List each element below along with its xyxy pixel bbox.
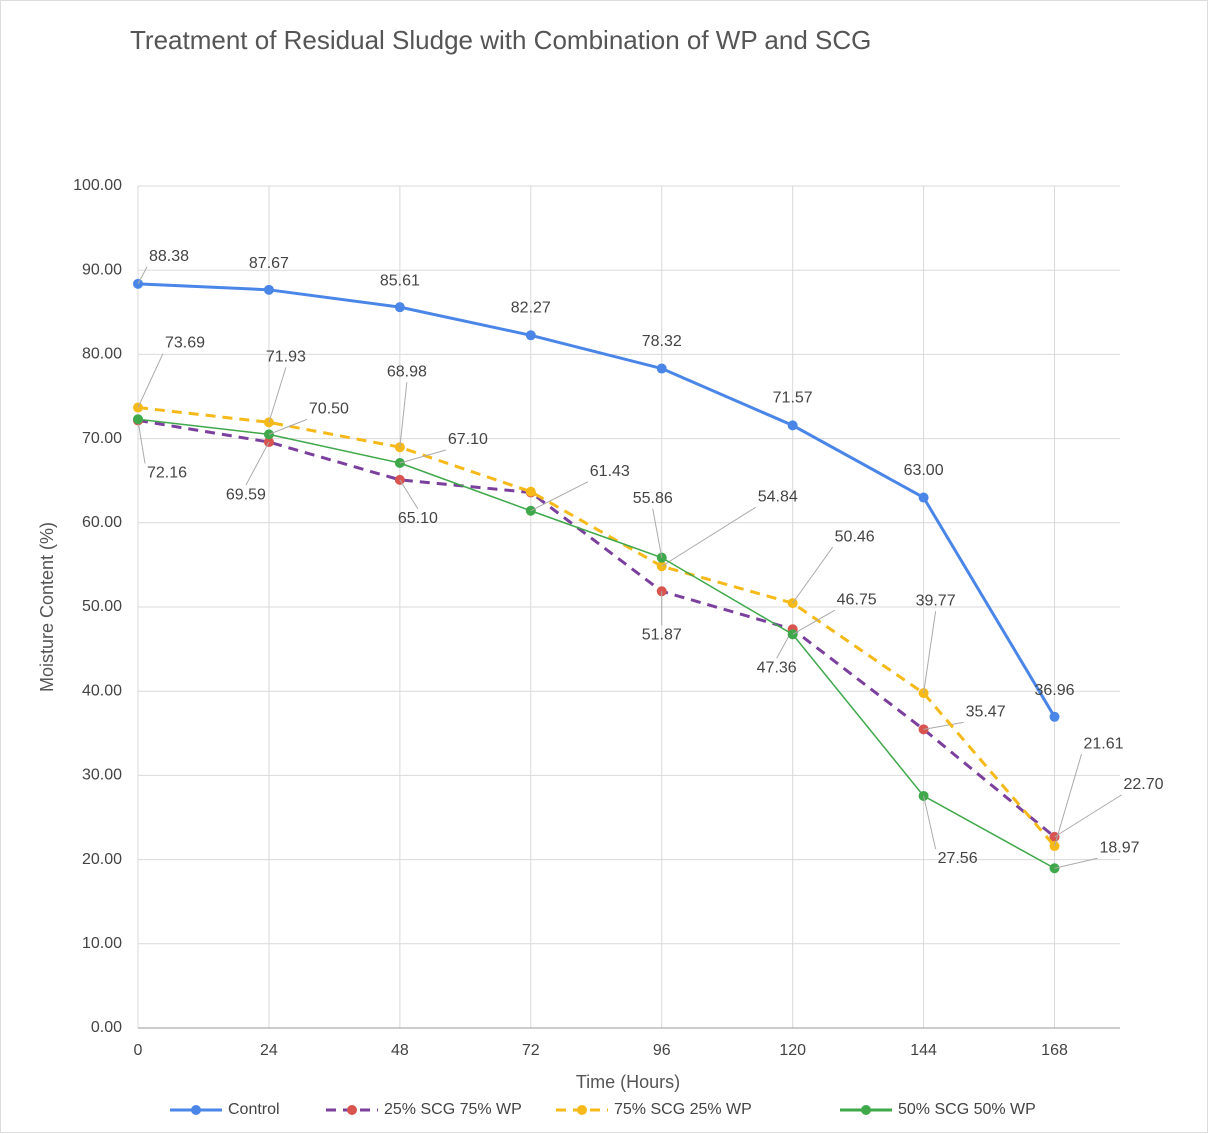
x-tick-label: 144 [910, 1042, 937, 1059]
legend-label: 75% SCG 25% WP [614, 1101, 752, 1118]
x-tick-label: 72 [522, 1042, 540, 1059]
y-tick-label: 30.00 [82, 767, 122, 784]
data-point [1049, 711, 1060, 722]
series: 72.16 69.59 65.10 51.87 47.36 35.47 22.70 [133, 415, 1164, 842]
data-label: 70.50 [309, 401, 349, 418]
y-axis-label: Moisture Content (%) [37, 522, 57, 692]
data-label: 61.43 [590, 463, 630, 480]
leader-line [137, 266, 148, 285]
data-label: 63.00 [904, 462, 944, 479]
series: 73.69 71.93 68.98 54.84 50.46 39.77 21.61 [133, 335, 1124, 852]
y-tick-label: 10.00 [82, 935, 122, 952]
leader-line [1054, 794, 1122, 838]
data-point [133, 414, 143, 425]
y-tick-label: 40.00 [82, 682, 122, 699]
leader-line [1054, 753, 1083, 847]
data-label: 47.36 [757, 659, 797, 676]
data-label: 54.84 [758, 488, 798, 505]
x-tick-label: 120 [779, 1042, 806, 1059]
data-label: 65.10 [398, 510, 438, 527]
x-tick-label: 168 [1041, 1042, 1068, 1059]
data-label: 46.75 [837, 592, 877, 609]
chart-title: Treatment of Residual Sludge with Combin… [130, 25, 871, 55]
y-tick-label: 20.00 [82, 851, 122, 868]
data-point [918, 492, 929, 503]
series-line [137, 406, 1056, 848]
leader-line [268, 418, 308, 435]
data-label: 67.10 [448, 431, 488, 448]
y-tick-label: 90.00 [82, 261, 122, 278]
data-label: 35.47 [966, 704, 1006, 721]
data-label: 71.57 [773, 390, 813, 407]
data-point [656, 363, 667, 374]
leader-line [399, 382, 408, 448]
x-tick-label: 24 [260, 1042, 278, 1059]
leader-line [661, 506, 756, 567]
data-label: 51.87 [642, 626, 682, 643]
x-tick-label: 0 [134, 1042, 143, 1059]
leader-line [137, 420, 146, 464]
x-tick-label: 96 [653, 1042, 671, 1059]
data-point [525, 330, 536, 341]
y-tick-label: 80.00 [82, 346, 122, 363]
data-point [787, 420, 798, 431]
series: 88.38 87.67 85.61 82.27 78.32 71.57 63.00 36.96 [133, 248, 1075, 722]
data-label: 18.97 [1100, 839, 1140, 856]
leader-line [1054, 857, 1098, 869]
data-label: 22.70 [1124, 776, 1164, 793]
legend-marker [861, 1105, 871, 1115]
data-label: 73.69 [165, 335, 205, 352]
leader-line [399, 449, 447, 464]
leader-line [792, 609, 835, 635]
legend-label: Control [228, 1101, 280, 1118]
legend-label: 25% SCG 75% WP [384, 1101, 522, 1118]
data-label: 88.38 [149, 248, 189, 265]
data-label: 27.56 [938, 850, 978, 867]
data-label: 71.93 [266, 349, 306, 366]
data-label: 21.61 [1084, 735, 1124, 752]
y-tick-label: 0.00 [91, 1019, 122, 1036]
series-line [137, 418, 1056, 839]
data-label: 69.59 [226, 486, 266, 503]
leader-line [268, 367, 287, 423]
legend-label: 50% SCG 50% WP [898, 1101, 1036, 1118]
data-point [263, 284, 274, 295]
legend-marker [577, 1105, 587, 1115]
data-label: 78.32 [642, 333, 682, 350]
legend-marker [347, 1105, 357, 1115]
y-tick-label: 60.00 [82, 514, 122, 531]
leader-line [245, 441, 270, 486]
y-tick-label: 70.00 [82, 430, 122, 447]
leader-line [923, 611, 937, 694]
data-label: 87.67 [249, 255, 289, 272]
leader-line [137, 353, 164, 408]
data-label: 72.16 [147, 465, 187, 482]
leader-line [792, 546, 834, 604]
data-label: 50.46 [835, 528, 875, 545]
data-label: 68.98 [387, 363, 427, 380]
y-tick-label: 100.00 [73, 177, 122, 194]
y-tick-label: 50.00 [82, 598, 122, 615]
leader-line [923, 721, 964, 730]
x-tick-label: 48 [391, 1042, 409, 1059]
data-label: 82.27 [511, 300, 551, 317]
series-line [137, 282, 1056, 718]
leader-line [923, 795, 937, 850]
leader-line [399, 479, 419, 510]
legend-marker [191, 1105, 201, 1115]
data-point [525, 486, 536, 497]
data-label: 85.61 [380, 272, 420, 289]
x-axis-label: Time (Hours) [576, 1072, 680, 1092]
data-label: 55.86 [633, 490, 673, 507]
series-line [137, 418, 1055, 869]
leader-line [652, 508, 663, 558]
leader-line [530, 481, 589, 512]
data-label: 39.77 [916, 592, 956, 609]
data-point [394, 302, 405, 313]
data-label: 36.96 [1035, 682, 1075, 699]
